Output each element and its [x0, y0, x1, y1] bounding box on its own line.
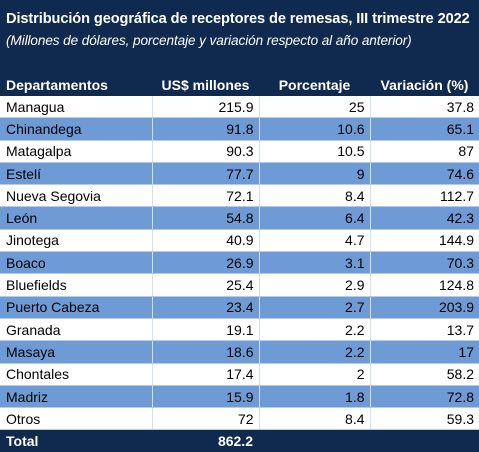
table-row: Chinandega 91.8 10.6 65.1: [0, 117, 479, 141]
cell-millones: 72: [152, 407, 260, 431]
cell-departamento: Puerto Cabeza: [0, 296, 153, 319]
table-row: León 54.8 6.4 42.3: [0, 206, 479, 230]
cell-millones: 19.1: [152, 318, 260, 342]
cell-porcentaje: 2.2: [259, 340, 371, 364]
cell-porcentaje: 2.9: [259, 273, 371, 297]
cell-porcentaje: 10.6: [259, 117, 371, 141]
cell-porcentaje: 9: [259, 162, 371, 186]
cell-porcentaje: 2: [259, 363, 371, 386]
cell-millones: 17.4: [152, 363, 260, 386]
cell-departamento: Masaya: [0, 340, 153, 364]
table-row: Masaya 18.6 2.2 17: [0, 340, 479, 364]
cell-variacion: 124.8: [370, 273, 479, 297]
cell-departamento: Bluefields: [0, 273, 153, 297]
cell-millones: 40.9: [152, 229, 260, 253]
cell-porcentaje: 2.2: [259, 318, 371, 342]
cell-millones: 15.9: [152, 385, 260, 409]
cell-departamento: Nueva Segovia: [0, 184, 153, 208]
cell-departamento: Jinotega: [0, 229, 153, 253]
cell-departamento: Matagalpa: [0, 140, 153, 163]
table-row: Boaco 26.9 3.1 70.3: [0, 251, 479, 275]
cell-porcentaje: 4.7: [259, 229, 371, 253]
cell-millones: 77.7: [152, 162, 260, 186]
table-title: Distribución geográfica de receptores de…: [6, 11, 470, 27]
cell-variacion: 65.1: [370, 117, 479, 141]
total-label: Total: [0, 429, 152, 452]
cell-departamento: Otros: [0, 407, 153, 431]
cell-porcentaje: 25: [259, 96, 371, 119]
cell-porcentaje: 2.7: [259, 296, 371, 319]
table-row: Managua 215.9 25 37.8: [0, 96, 479, 119]
cell-millones: 25.4: [152, 273, 260, 297]
table-row: Matagalpa 90.3 10.5 87: [0, 140, 479, 163]
cell-variacion: 59.3: [370, 407, 479, 431]
table-row: Bluefields 25.4 2.9 124.8: [0, 273, 479, 297]
cell-departamento: Chinandega: [0, 117, 153, 141]
cell-porcentaje: 3.1: [259, 251, 371, 275]
table-body: Managua 215.9 25 37.8 Chinandega 91.8 10.6 65.1…: [0, 96, 479, 431]
total-millones: 862.2: [152, 429, 259, 452]
column-header-variacion: Variación (%): [370, 74, 479, 96]
cell-porcentaje: 1.8: [259, 385, 371, 409]
cell-departamento: Boaco: [0, 251, 153, 275]
total-row: Total 862.2: [0, 429, 479, 452]
cell-variacion: 74.6: [370, 162, 479, 186]
header-spacer: [0, 68, 479, 74]
cell-departamento: León: [0, 206, 153, 230]
table-header-block: Distribución geográfica de receptores de…: [0, 0, 479, 68]
cell-variacion: 17: [370, 340, 479, 364]
cell-variacion: 58.2: [370, 363, 479, 386]
cell-variacion: 70.3: [370, 251, 479, 275]
cell-millones: 54.8: [152, 206, 260, 230]
cell-porcentaje: 8.4: [259, 407, 371, 431]
column-header-porcentaje: Porcentaje: [259, 74, 370, 96]
cell-porcentaje: 6.4: [259, 206, 371, 230]
cell-variacion: 13.7: [370, 318, 479, 342]
cell-departamento: Madriz: [0, 385, 153, 409]
table-row: Granada 19.1 2.2 13.7: [0, 318, 479, 342]
cell-variacion: 112.7: [370, 184, 479, 208]
cell-variacion: 72.8: [370, 385, 479, 409]
table-row: Jinotega 40.9 4.7 144.9: [0, 229, 479, 253]
cell-variacion: 87: [370, 140, 479, 163]
cell-departamento: Chontales: [0, 363, 153, 386]
total-porcentaje: [259, 429, 370, 452]
cell-millones: 18.6: [152, 340, 260, 364]
cell-millones: 90.3: [152, 140, 260, 163]
cell-departamento: Managua: [0, 96, 153, 119]
column-header-row: Departamentos US$ millones Porcentaje Va…: [0, 74, 479, 96]
table-row: Nueva Segovia 72.1 8.4 112.7: [0, 184, 479, 208]
total-variacion: [370, 429, 479, 452]
cell-millones: 23.4: [152, 296, 260, 319]
table-row: Estelí 77.7 9 74.6: [0, 162, 479, 186]
cell-porcentaje: 10.5: [259, 140, 371, 163]
cell-variacion: 203.9: [370, 296, 479, 319]
table-row: Madriz 15.9 1.8 72.8: [0, 385, 479, 409]
table-row: Puerto Cabeza 23.4 2.7 203.9: [0, 296, 479, 319]
cell-millones: 26.9: [152, 251, 260, 275]
table-row: Otros 72 8.4 59.3: [0, 407, 479, 431]
cell-departamento: Estelí: [0, 162, 153, 186]
cell-variacion: 42.3: [370, 206, 479, 230]
column-header-millones: US$ millones: [152, 74, 259, 96]
remittances-table: Departamentos US$ millones Porcentaje Va…: [0, 74, 479, 452]
cell-millones: 72.1: [152, 184, 260, 208]
cell-millones: 91.8: [152, 117, 260, 141]
cell-departamento: Granada: [0, 318, 153, 342]
column-header-departamentos: Departamentos: [0, 74, 152, 96]
table-subtitle: (Millones de dólares, porcentaje y varia…: [6, 33, 412, 48]
cell-porcentaje: 8.4: [259, 184, 371, 208]
cell-variacion: 37.8: [370, 96, 479, 119]
cell-millones: 215.9: [152, 96, 260, 119]
table-row: Chontales 17.4 2 58.2: [0, 363, 479, 386]
cell-variacion: 144.9: [370, 229, 479, 253]
